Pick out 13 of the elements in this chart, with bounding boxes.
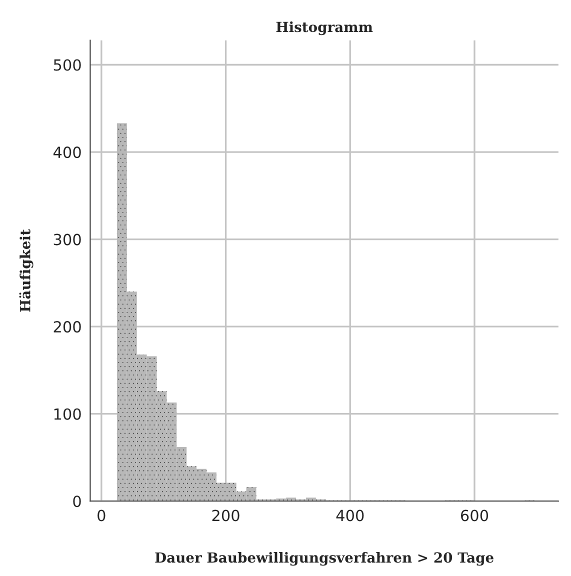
y-tick-label: 500: [54, 59, 81, 71]
x-tick-label: 600: [460, 510, 488, 522]
y-tick-label: 200: [54, 321, 81, 333]
y-tick-label: 0: [73, 496, 81, 508]
y-axis-title: Häufigkeit: [19, 229, 34, 312]
x-tick-label: 200: [212, 510, 240, 522]
chart-title: Histogramm: [276, 21, 373, 36]
x-tick-label: 400: [336, 510, 364, 522]
x-tick-label: 0: [98, 510, 106, 522]
x-axis-title: Dauer Baubewilligungsverfahren > 20 Tage: [155, 552, 494, 566]
y-tick-label: 300: [54, 234, 81, 246]
y-tick-label: 400: [53, 146, 81, 158]
y-tick-label: 100: [54, 408, 81, 420]
